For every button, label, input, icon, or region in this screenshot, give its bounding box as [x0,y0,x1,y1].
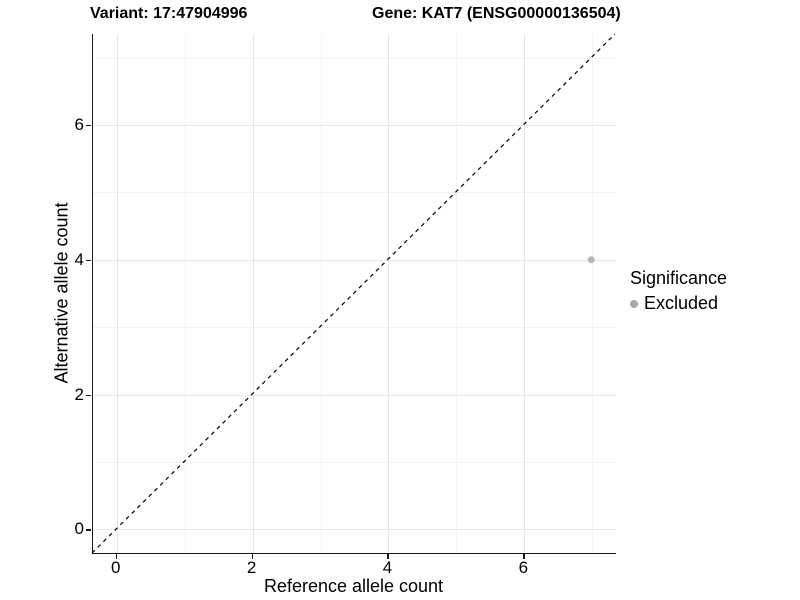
y-tick-mark-4 [86,259,91,262]
legend-item-label: Excluded [644,293,719,313]
y-tick-mark-2 [86,394,91,397]
y-tick-label-0: 0 [74,519,84,539]
x-tick-mark-2 [251,554,254,559]
data-point-excluded [587,256,595,264]
legend-key-dot-icon [630,299,638,308]
legend-items: Excluded [630,293,727,314]
x-tick-label-2: 2 [246,558,257,577]
x-axis-title: Reference allele count [263,576,444,596]
identity-line [91,33,616,554]
x-tick-label-6: 6 [518,558,529,577]
x-tick-mark-0 [115,554,118,559]
x-tick-label-4: 4 [382,558,393,577]
legend: Significance Excluded [630,268,727,314]
y-axis-title: Alternative allele count [51,202,72,384]
legend-title: Significance [630,268,728,288]
y-tick-label-2: 2 [74,384,84,404]
variant-title: Variant: 17:47904996 [90,5,248,22]
y-tick-label-6: 6 [74,114,84,134]
legend-item-excluded: Excluded [630,293,727,314]
y-tick-label-4: 4 [74,249,84,269]
x-tick-mark-6 [523,554,525,559]
x-tick-label-0: 0 [111,558,121,577]
y-tick-mark-6 [86,124,91,127]
y-tick-mark-0 [86,529,91,531]
gene-title: Gene: KAT7 (ENSG00000136504) [372,5,621,22]
x-tick-mark-4 [387,554,389,559]
chart-layer [91,33,616,554]
